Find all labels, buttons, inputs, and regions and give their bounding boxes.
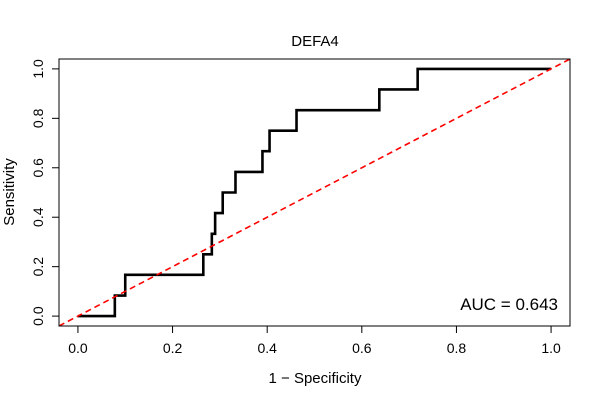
x-axis-label: 1 − Specificity — [269, 370, 362, 387]
y-tick-label: 1.0 — [30, 59, 46, 79]
diagonal-reference-line — [59, 59, 570, 326]
auc-annotation: AUC = 0.643 — [460, 295, 558, 314]
chart-title: DEFA4 — [291, 33, 339, 50]
x-tick-label: 0.4 — [257, 340, 277, 356]
roc-curve — [77, 67, 552, 318]
y-tick-label: 0.6 — [30, 158, 46, 178]
x-tick-label: 0.8 — [447, 340, 467, 356]
y-axis-label: Sensitivity — [1, 158, 18, 226]
x-tick-label: 0.2 — [163, 340, 183, 356]
y-tick-label: 0.0 — [30, 306, 46, 326]
y-tick-label: 0.2 — [30, 257, 46, 277]
y-tick-label: 0.8 — [30, 108, 46, 128]
x-tick-label: 1.0 — [541, 340, 561, 356]
x-tick-label: 0.0 — [68, 340, 88, 356]
x-tick-label: 0.6 — [352, 340, 372, 356]
y-tick-label: 0.4 — [30, 207, 46, 227]
